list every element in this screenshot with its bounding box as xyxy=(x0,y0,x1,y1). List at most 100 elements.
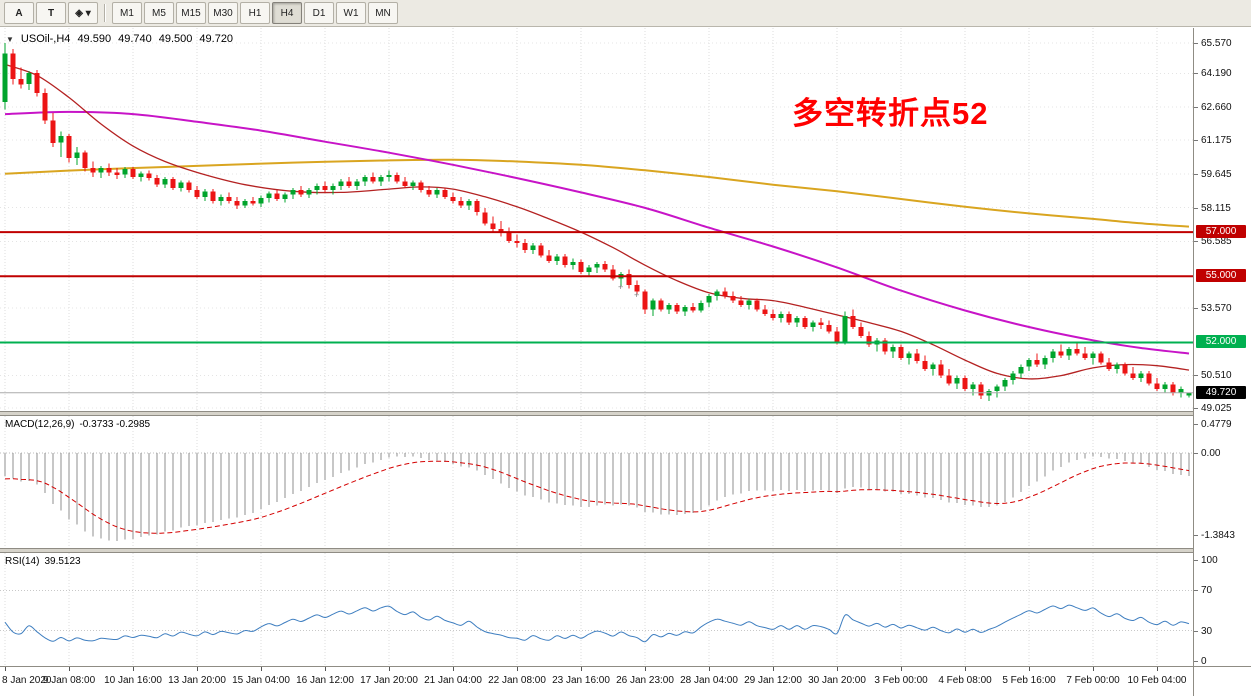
time-axis-label: 15 Jan 04:00 xyxy=(232,675,290,686)
time-axis-label: 9 Jan 08:00 xyxy=(42,675,96,686)
chart-annotation-text[interactable]: 多空转折点52 xyxy=(792,96,989,131)
macd-histogram xyxy=(4,452,1190,542)
time-tick xyxy=(453,667,454,671)
toolbar: A T ◈ ▾ M1 M5 M15 M30 H1 H4 D1 W1 MN xyxy=(0,0,1251,27)
axis-corner xyxy=(1193,666,1251,696)
price-scale-label: 49.025 xyxy=(1201,403,1232,415)
macd-scale-label: 0.00 xyxy=(1201,447,1221,459)
time-axis-label: 23 Jan 16:00 xyxy=(552,675,610,686)
time-tick xyxy=(709,667,710,671)
time-tick xyxy=(837,667,838,671)
price-scale-label: 65.570 xyxy=(1201,38,1232,49)
macd-signal-line xyxy=(4,460,1190,534)
timeframe-button-m1[interactable]: M1 xyxy=(112,2,142,24)
rsi-line xyxy=(4,604,1190,643)
scale-tick xyxy=(1194,241,1198,243)
scale-tick xyxy=(1194,207,1198,209)
time-axis-label: 16 Jan 12:00 xyxy=(296,675,354,686)
toolbar-separator xyxy=(104,4,106,22)
time-tick xyxy=(5,667,6,671)
price-scale-label: 56.585 xyxy=(1201,236,1232,248)
price-scale-label: 61.175 xyxy=(1201,135,1232,146)
time-tick xyxy=(1157,667,1158,671)
panel-divider[interactable] xyxy=(0,411,1251,416)
macd-indicator-label: MACD(12,26,9) -0.3733 -0.2985 xyxy=(5,419,155,430)
price-scale-label: 50.510 xyxy=(1201,370,1232,382)
macd-name: MACD(12,26,9) xyxy=(5,419,75,430)
timeframe-button-h4[interactable]: H4 xyxy=(272,2,302,24)
time-axis-label: 5 Feb 16:00 xyxy=(1002,675,1056,686)
rsi-grid xyxy=(0,553,1193,666)
timeframe-button-m15[interactable]: M15 xyxy=(176,2,206,24)
time-axis-label: 30 Jan 20:00 xyxy=(808,675,866,686)
time-axis-label: 4 Feb 08:00 xyxy=(938,675,992,686)
time-axis[interactable]: 8 Jan 2020 9 Jan 08:00 10 Jan 16:00 13 Jan … xyxy=(0,666,1193,696)
timeframe-button-m30[interactable]: M30 xyxy=(208,2,238,24)
time-axis-label: 10 Feb 04:00 xyxy=(1127,675,1187,686)
time-tick xyxy=(773,667,774,671)
scale-tick xyxy=(1194,173,1198,175)
time-axis-label: 3 Feb 00:00 xyxy=(874,675,928,686)
ohlc-low: 49.500 xyxy=(158,33,193,45)
timeframe-button-h1[interactable]: H1 xyxy=(240,2,270,24)
time-tick xyxy=(389,667,390,671)
arrow-tool-button[interactable]: A xyxy=(4,2,34,24)
scale-tick xyxy=(1194,107,1198,109)
hline-price-tag-57.000: 57.000 xyxy=(1196,225,1246,239)
text-tool-button[interactable]: T xyxy=(36,2,66,24)
hline-price-tag-52.000: 52.000 xyxy=(1196,335,1246,349)
timeframe-button-m5[interactable]: M5 xyxy=(144,2,174,24)
scale-tick xyxy=(1194,590,1198,592)
time-axis-label: 8 Jan 2020 xyxy=(2,675,52,686)
time-tick xyxy=(965,667,966,671)
chart-dropdown-icon[interactable]: ▼ xyxy=(6,34,14,44)
arrow-mark: + xyxy=(618,282,623,292)
panel-divider[interactable] xyxy=(0,548,1251,553)
scale-tick xyxy=(1194,452,1198,454)
timeframe-button-w1[interactable]: W1 xyxy=(336,2,366,24)
candlesticks xyxy=(2,43,1192,401)
time-axis-label: 28 Jan 04:00 xyxy=(680,675,738,686)
price-scale-label: 53.570 xyxy=(1201,302,1232,314)
time-tick xyxy=(197,667,198,671)
time-tick xyxy=(69,667,70,671)
time-axis-label: 7 Feb 00:00 xyxy=(1066,675,1120,686)
time-axis-label: 26 Jan 23:00 xyxy=(616,675,674,686)
price-scale-axis[interactable]: 65.570 64.190 62.660 61.175 59.645 58.115 56.5… xyxy=(1193,28,1251,667)
hline-price-tag-55.000: 55.000 xyxy=(1196,269,1246,283)
symbol-header: ▼ USOil-,H4 49.590 49.740 49.500 49.720 xyxy=(6,33,233,45)
time-axis-label: 22 Jan 08:00 xyxy=(488,675,546,686)
macd-values: -0.3733 -0.2985 xyxy=(79,419,151,430)
time-tick xyxy=(1029,667,1030,671)
time-tick xyxy=(1093,667,1094,671)
ma-mid-magenta-line xyxy=(4,110,1190,355)
rsi-scale-label: 70 xyxy=(1201,585,1213,597)
macd-scale-label: 0.4779 xyxy=(1201,419,1232,431)
symbol-name: USOil-,H4 xyxy=(20,33,71,45)
time-tick xyxy=(325,667,326,671)
scale-tick xyxy=(1194,661,1198,662)
toolbar-tools: A T ◈ ▾ xyxy=(4,2,100,24)
rsi-plot[interactable] xyxy=(0,553,1193,666)
ohlc-close: 49.720 xyxy=(199,33,234,45)
rsi-scale-label: 30 xyxy=(1201,625,1213,637)
arrow-mark: + xyxy=(634,290,639,300)
macd-scale-label: -1.3843 xyxy=(1201,530,1235,541)
timeframe-toolbar: M1 M5 M15 M30 H1 H4 D1 W1 MN xyxy=(112,2,400,24)
rsi-value: 39.5123 xyxy=(44,556,81,567)
ohlc-open: 49.590 xyxy=(77,33,112,45)
time-tick xyxy=(133,667,134,671)
time-tick xyxy=(645,667,646,671)
objects-dropdown-button[interactable]: ◈ ▾ xyxy=(68,2,98,24)
timeframe-button-mn[interactable]: MN xyxy=(368,2,398,24)
timeframe-button-d1[interactable]: D1 xyxy=(304,2,334,24)
time-tick xyxy=(901,667,902,671)
current-price-tag: 49.720 xyxy=(1196,385,1246,399)
ma-slow-orange-line xyxy=(4,158,1190,228)
main-chart-plot[interactable]: ++ xyxy=(0,28,1193,412)
scale-tick xyxy=(1194,73,1198,75)
macd-plot[interactable] xyxy=(0,416,1193,549)
rsi-indicator-label: RSI(14) 39.5123 xyxy=(5,556,86,567)
scale-tick xyxy=(1194,43,1198,44)
